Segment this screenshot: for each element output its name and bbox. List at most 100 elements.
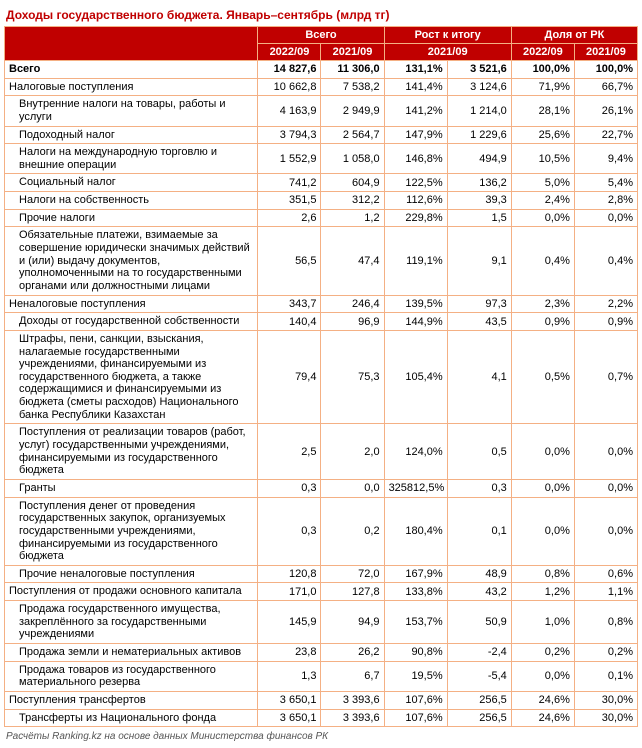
table-row: Всего14 827,611 306,0131,1%3 521,6100,0%… (5, 61, 638, 79)
cell-v1: 2,6 (258, 209, 321, 227)
header-share: Доля от РК (511, 27, 637, 44)
cell-v1: 0,3 (258, 479, 321, 497)
cell-s1: 71,9% (511, 78, 574, 96)
cell-v2: 0,0 (321, 479, 384, 497)
cell-g2: 494,9 (447, 144, 511, 174)
cell-g1: 147,9% (384, 126, 447, 144)
cell-s2: 0,0% (574, 209, 637, 227)
table-row: Поступления от продажи основного капитал… (5, 583, 638, 601)
cell-v2: 26,2 (321, 643, 384, 661)
cell-g1: 180,4% (384, 497, 447, 565)
cell-g2: 0,1 (447, 497, 511, 565)
cell-v2: 246,4 (321, 295, 384, 313)
cell-s2: 0,7% (574, 330, 637, 423)
row-label: Продажа государственного имущества, закр… (5, 601, 258, 644)
cell-v2: 604,9 (321, 174, 384, 192)
footnote: Расчёты Ranking.kz на основе данных Мини… (4, 727, 638, 744)
row-label: Подоходный налог (5, 126, 258, 144)
cell-g2: 39,3 (447, 192, 511, 210)
cell-g2: 97,3 (447, 295, 511, 313)
row-label: Социальный налог (5, 174, 258, 192)
table-row: Поступления денег от проведения государс… (5, 497, 638, 565)
cell-v2: 312,2 (321, 192, 384, 210)
cell-g2: 1,5 (447, 209, 511, 227)
cell-g1: 167,9% (384, 565, 447, 583)
cell-v1: 3 650,1 (258, 709, 321, 727)
cell-g1: 19,5% (384, 661, 447, 691)
cell-v1: 14 827,6 (258, 61, 321, 79)
cell-v2: 11 306,0 (321, 61, 384, 79)
cell-g2: -2,4 (447, 643, 511, 661)
cell-s1: 5,0% (511, 174, 574, 192)
cell-s1: 10,5% (511, 144, 574, 174)
cell-g1: 146,8% (384, 144, 447, 174)
cell-s1: 100,0% (511, 61, 574, 79)
cell-g2: 1 229,6 (447, 126, 511, 144)
cell-s1: 28,1% (511, 96, 574, 126)
cell-v2: 94,9 (321, 601, 384, 644)
header-col-2022: 2022/09 (258, 44, 321, 61)
cell-s2: 5,4% (574, 174, 637, 192)
cell-g2: 3 124,6 (447, 78, 511, 96)
row-label: Всего (5, 61, 258, 79)
table-title: Доходы государственного бюджета. Январь–… (4, 4, 638, 26)
cell-g2: 1 214,0 (447, 96, 511, 126)
row-label: Продажа товаров из государственного мате… (5, 661, 258, 691)
cell-g2: 0,5 (447, 424, 511, 480)
cell-v1: 79,4 (258, 330, 321, 423)
row-label: Обязательные платежи, взимаемые за совер… (5, 227, 258, 295)
cell-v2: 0,2 (321, 497, 384, 565)
cell-g2: 4,1 (447, 330, 511, 423)
cell-v1: 2,5 (258, 424, 321, 480)
cell-g1: 107,6% (384, 691, 447, 709)
table-row: Продажа государственного имущества, закр… (5, 601, 638, 644)
row-label: Налоги на международную торговлю и внешн… (5, 144, 258, 174)
row-label: Трансферты из Национального фонда (5, 709, 258, 727)
cell-g2: 3 521,6 (447, 61, 511, 79)
cell-v1: 3 650,1 (258, 691, 321, 709)
header-col-share-2022: 2022/09 (511, 44, 574, 61)
cell-s1: 24,6% (511, 709, 574, 727)
cell-g1: 141,4% (384, 78, 447, 96)
cell-s2: 1,1% (574, 583, 637, 601)
cell-s1: 2,3% (511, 295, 574, 313)
cell-s1: 25,6% (511, 126, 574, 144)
cell-s1: 0,5% (511, 330, 574, 423)
cell-g2: 50,9 (447, 601, 511, 644)
cell-v2: 6,7 (321, 661, 384, 691)
row-label: Прочие налоги (5, 209, 258, 227)
cell-s1: 0,0% (511, 479, 574, 497)
table-row: Поступления от реализации товаров (работ… (5, 424, 638, 480)
cell-g2: 256,5 (447, 691, 511, 709)
table-row: Прочие неналоговые поступления120,872,01… (5, 565, 638, 583)
cell-g1: 325812,5% (384, 479, 447, 497)
row-label: Поступления трансфертов (5, 691, 258, 709)
cell-s1: 24,6% (511, 691, 574, 709)
row-label: Поступления от продажи основного капитал… (5, 583, 258, 601)
cell-v2: 127,8 (321, 583, 384, 601)
header-growth: Рост к итогу (384, 27, 511, 44)
cell-g1: 90,8% (384, 643, 447, 661)
cell-g1: 139,5% (384, 295, 447, 313)
cell-g1: 229,8% (384, 209, 447, 227)
cell-s2: 22,7% (574, 126, 637, 144)
cell-v2: 1,2 (321, 209, 384, 227)
cell-v2: 2 564,7 (321, 126, 384, 144)
table-row: Неналоговые поступления343,7246,4139,5%9… (5, 295, 638, 313)
cell-s1: 0,0% (511, 209, 574, 227)
row-label: Неналоговые поступления (5, 295, 258, 313)
cell-v2: 1 058,0 (321, 144, 384, 174)
cell-s1: 0,0% (511, 497, 574, 565)
cell-v1: 10 662,8 (258, 78, 321, 96)
cell-s1: 0,9% (511, 313, 574, 331)
table-row: Подоходный налог3 794,32 564,7147,9%1 22… (5, 126, 638, 144)
table-row: Налоговые поступления10 662,87 538,2141,… (5, 78, 638, 96)
cell-s2: 0,8% (574, 601, 637, 644)
table-row: Обязательные платежи, взимаемые за совер… (5, 227, 638, 295)
cell-v1: 741,2 (258, 174, 321, 192)
table-row: Налоги на собственность351,5312,2112,6%3… (5, 192, 638, 210)
cell-v1: 140,4 (258, 313, 321, 331)
table-row: Внутренние налоги на товары, работы и ус… (5, 96, 638, 126)
cell-v2: 7 538,2 (321, 78, 384, 96)
cell-v2: 75,3 (321, 330, 384, 423)
